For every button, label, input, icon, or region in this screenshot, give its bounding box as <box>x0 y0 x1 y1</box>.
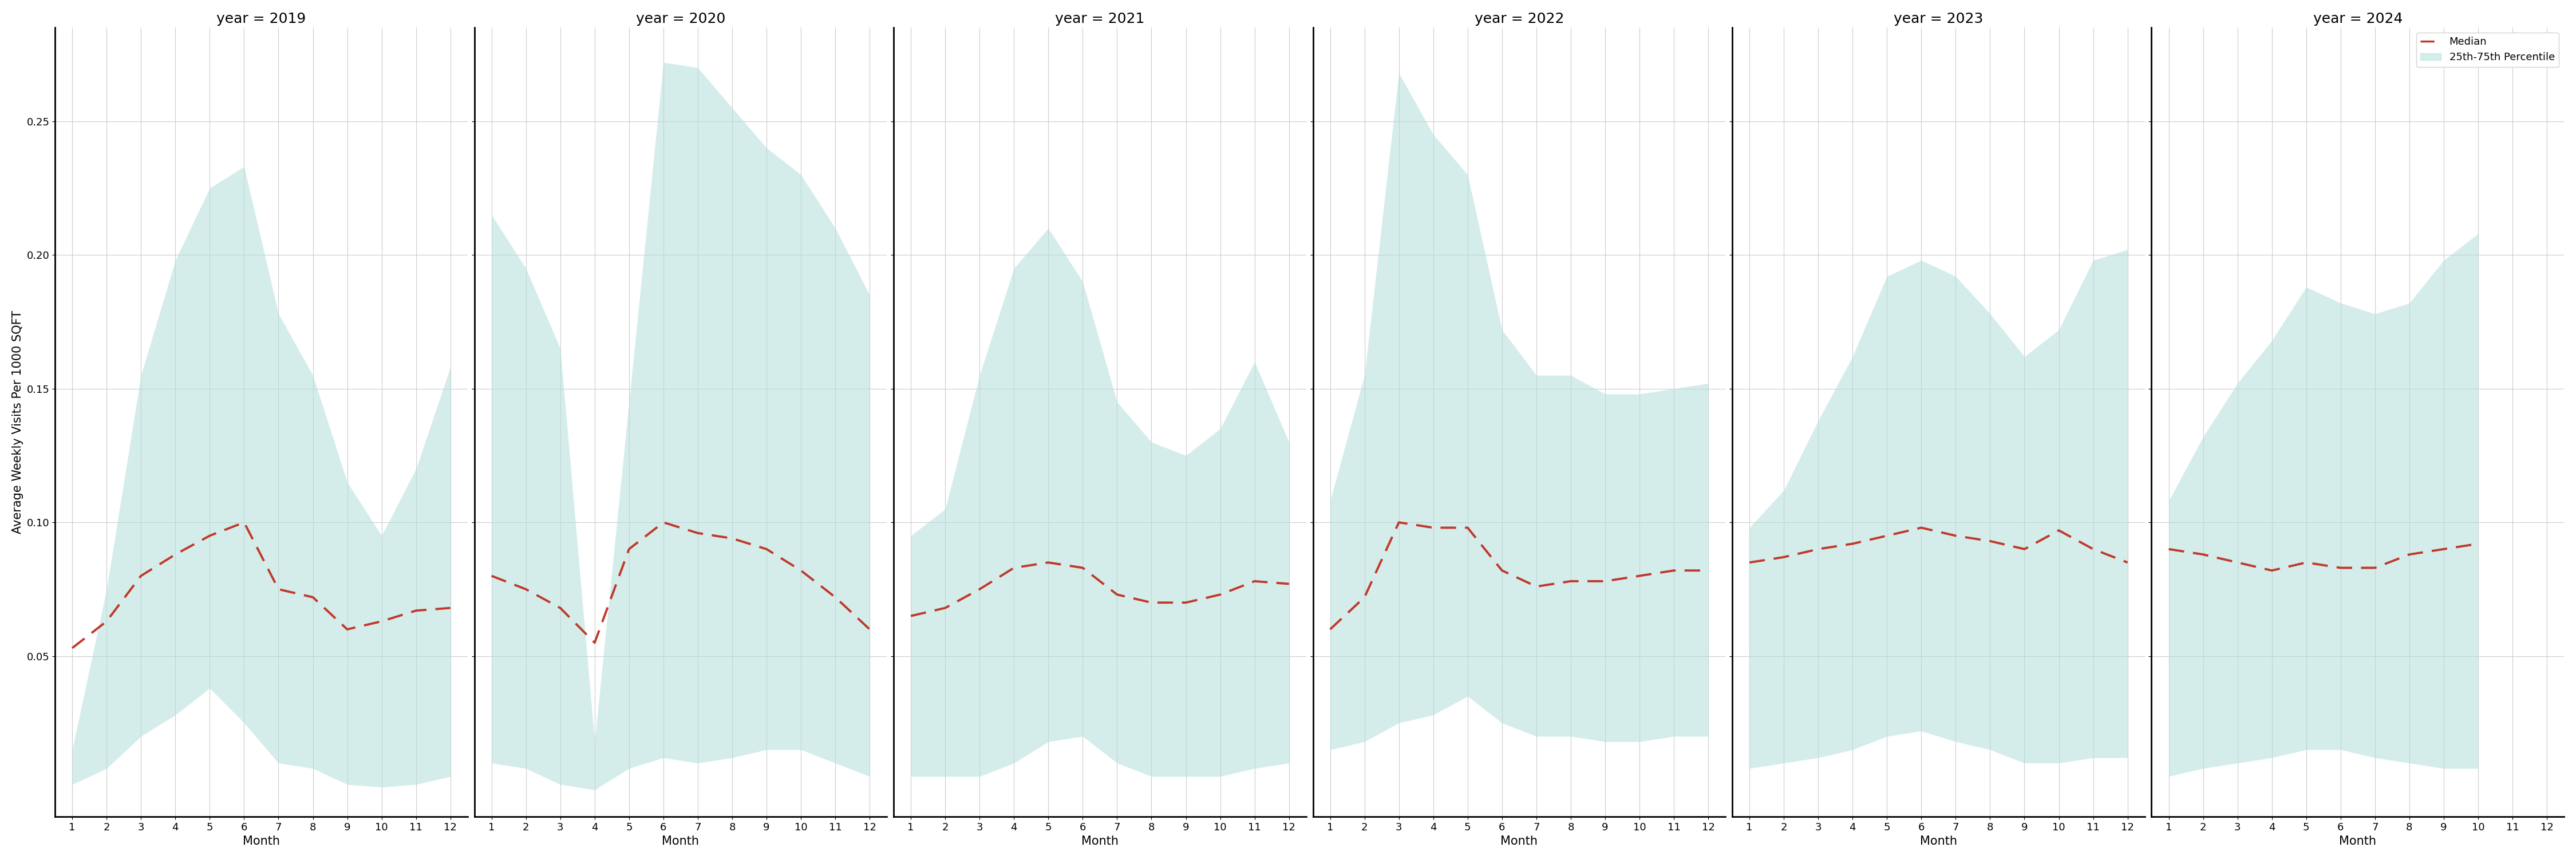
Legend: Median, 25th-75th Percentile: Median, 25th-75th Percentile <box>2416 33 2558 67</box>
Title: year = 2019: year = 2019 <box>216 12 307 26</box>
Title: year = 2024: year = 2024 <box>2313 12 2403 26</box>
Title: year = 2020: year = 2020 <box>636 12 726 26</box>
X-axis label: Month: Month <box>2339 836 2378 847</box>
X-axis label: Month: Month <box>1502 836 1538 847</box>
Title: year = 2021: year = 2021 <box>1056 12 1144 26</box>
Title: year = 2023: year = 2023 <box>1893 12 1984 26</box>
X-axis label: Month: Month <box>1082 836 1118 847</box>
X-axis label: Month: Month <box>242 836 281 847</box>
Y-axis label: Average Weekly Visits Per 1000 SQFT: Average Weekly Visits Per 1000 SQFT <box>13 310 23 533</box>
X-axis label: Month: Month <box>1919 836 1958 847</box>
Title: year = 2022: year = 2022 <box>1473 12 1564 26</box>
X-axis label: Month: Month <box>662 836 698 847</box>
